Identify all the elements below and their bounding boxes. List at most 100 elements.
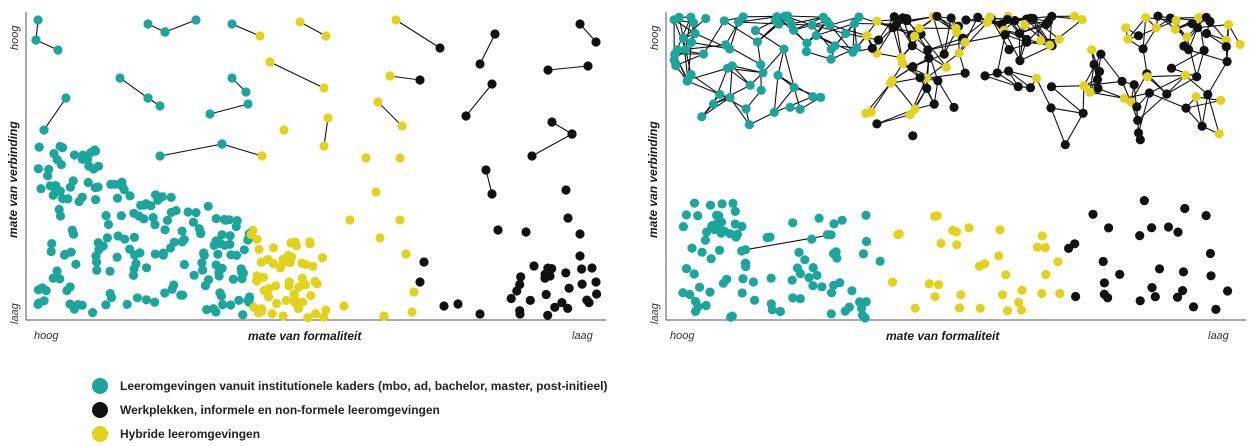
- workplace-node: [902, 14, 911, 23]
- hybrid-node: [1017, 286, 1026, 295]
- hybrid-node: [395, 153, 404, 162]
- workplace-node: [1130, 80, 1139, 89]
- institutional-node: [827, 309, 836, 318]
- institutional-node: [691, 29, 700, 38]
- network-link: [165, 20, 196, 32]
- institutional-node: [180, 260, 189, 269]
- institutional-node: [180, 235, 189, 244]
- workplace-node: [874, 35, 883, 44]
- institutional-node: [130, 233, 139, 242]
- workplace-node: [923, 45, 932, 54]
- institutional-node: [741, 262, 750, 271]
- institutional-node: [75, 197, 84, 206]
- hybrid-node: [318, 253, 327, 262]
- hybrid-node: [279, 125, 288, 134]
- institutional-node: [789, 26, 798, 35]
- network-link: [679, 17, 686, 49]
- network-link: [222, 144, 262, 156]
- institutional-node: [701, 236, 710, 245]
- institutional-node: [808, 281, 817, 290]
- institutional-node: [52, 266, 61, 275]
- institutional-node: [809, 263, 818, 272]
- workplace-node: [924, 54, 933, 63]
- workplace-node: [543, 311, 552, 320]
- institutional-node: [226, 231, 235, 240]
- institutional-node: [723, 64, 732, 73]
- workplace-node: [527, 151, 536, 160]
- x-axis-left-label: hoog: [670, 330, 694, 342]
- workplace-node: [1202, 29, 1211, 38]
- workplace-node: [1026, 14, 1035, 23]
- workplace-node: [1099, 257, 1108, 266]
- institutional-node: [802, 47, 811, 56]
- institutional-node: [847, 286, 856, 295]
- institutional-node: [788, 276, 797, 285]
- hybrid-node: [934, 280, 943, 289]
- network-link: [965, 35, 1005, 43]
- institutional-node: [146, 201, 155, 210]
- workplace-node: [1178, 286, 1187, 295]
- workplace-node: [1015, 29, 1024, 38]
- workplace-node: [1147, 223, 1156, 232]
- workplace-node: [933, 76, 942, 85]
- institutional-node: [812, 31, 821, 40]
- workplace-node: [1046, 103, 1055, 112]
- institutional-node: [807, 235, 816, 244]
- hybrid-node: [303, 313, 312, 322]
- institutional-node: [695, 283, 704, 292]
- hybrid-node: [867, 107, 876, 116]
- hybrid-node: [276, 263, 285, 272]
- hybrid-node: [893, 230, 902, 239]
- institutional-node: [861, 211, 870, 220]
- institutional-node: [822, 17, 831, 26]
- institutional-node: [86, 148, 95, 157]
- network-link: [396, 20, 440, 48]
- institutional-node: [702, 228, 711, 237]
- hybrid-node: [1003, 306, 1012, 315]
- hybrid-node: [1017, 305, 1026, 314]
- institutional-node: [738, 274, 747, 283]
- workplace-node: [1164, 222, 1173, 231]
- hybrid-node: [1055, 289, 1064, 298]
- institutional-node: [150, 298, 159, 307]
- workplace-node: [922, 84, 931, 93]
- x-axis-left-label: hoog: [34, 330, 58, 342]
- institutional-node: [198, 266, 207, 275]
- hybrid-node: [1172, 16, 1181, 25]
- institutional-node: [670, 15, 679, 24]
- institutional-node: [681, 45, 690, 54]
- workplace-node: [578, 280, 587, 289]
- institutional-node: [767, 299, 776, 308]
- workplace-node: [415, 277, 424, 286]
- hybrid-node: [319, 83, 328, 92]
- network-link: [1052, 86, 1084, 87]
- institutional-node: [717, 218, 726, 227]
- workplace-node: [1026, 83, 1035, 92]
- workplace-node: [1093, 84, 1102, 93]
- hybrid-node: [1235, 40, 1244, 49]
- hybrid-node: [272, 299, 281, 308]
- institutional-node: [726, 313, 735, 322]
- institutional-node: [841, 307, 850, 316]
- institutional-node: [859, 249, 868, 258]
- hybrid-node: [292, 241, 301, 250]
- workplace-node: [577, 264, 586, 273]
- workplace-node: [1179, 42, 1188, 51]
- workplace-node: [1151, 292, 1160, 301]
- institutional-node: [719, 279, 728, 288]
- workplace-node: [908, 131, 917, 140]
- workplace-node: [908, 41, 917, 50]
- hybrid-node: [915, 24, 924, 33]
- workplace-node: [1206, 271, 1215, 280]
- workplace-node: [932, 12, 941, 21]
- institutional-node: [687, 38, 696, 47]
- workplace-node: [961, 15, 970, 24]
- workplace-node: [1134, 31, 1143, 40]
- workplace-node: [1117, 77, 1126, 86]
- hybrid-node: [295, 17, 304, 26]
- network-link: [1101, 54, 1122, 81]
- hybrid-node: [1171, 25, 1180, 34]
- institutional-node: [216, 239, 225, 248]
- institutional-node: [91, 252, 100, 261]
- workplace-node: [1181, 104, 1190, 113]
